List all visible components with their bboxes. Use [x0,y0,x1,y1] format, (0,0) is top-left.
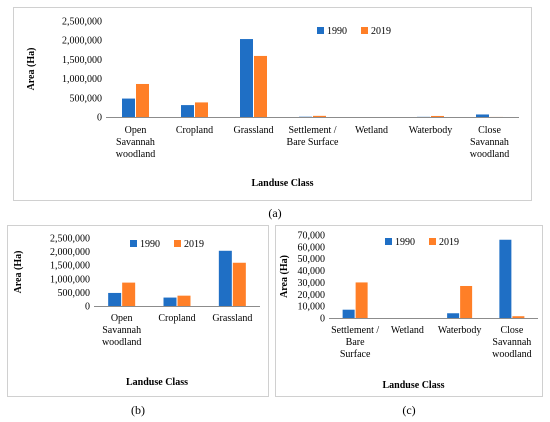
bar-1990-1 [163,297,177,306]
bar-2019-5 [431,115,444,117]
bar-1990-6 [476,114,489,117]
legend-swatch-1990 [385,238,392,245]
x-category-label: Savannah [470,137,509,148]
caption-b: (b) [131,403,145,417]
y-tick-label: 60,000 [298,242,326,253]
bar-2019-0 [122,282,136,306]
bar-1990-0 [122,98,135,117]
x-category-label: Open [125,125,147,136]
x-category-label: Waterbody [409,125,453,136]
chart-panel-b: 0 500,000 1,000,000 1,500,000 2,000,000 2,500… [7,225,269,397]
bar-1990-0 [108,292,122,306]
legend-label-1990: 1990 [327,26,347,37]
x-category-label: Close [500,325,523,336]
bar-1990-2 [447,313,460,318]
y-axis-title: Area (Ha) [279,255,290,298]
bar-1990-0 [342,309,355,318]
bar-1990-2 [218,250,232,306]
y-tick-label: 2,000,000 [50,247,90,258]
y-tick-label: 1,500,000 [62,55,102,66]
legend-label-1990: 1990 [140,239,160,250]
y-axis-title: Area (Ha) [26,48,37,91]
chart-a-svg: 0 500,000 1,000,000 1,500,000 2,000,000 2,500… [26,17,519,189]
x-category-label: Grassland [212,313,252,324]
legend-swatch-1990 [130,240,137,247]
bar-1990-2 [240,39,253,117]
y-tick-label: 2,000,000 [62,36,102,47]
x-category-label: Bare Surface [287,137,339,148]
legend-label-2019: 2019 [439,237,459,248]
legend-swatch-2019 [174,240,181,247]
y-tick-label: 1,500,000 [50,261,90,272]
chart-panel-c: 0 10,000 20,000 30,000 40,000 50,000 60,000 70,… [275,225,543,397]
x-category-label: Settlement / [331,325,379,336]
y-tick-label: 0 [320,314,325,325]
bar-2019-1 [195,102,208,117]
y-tick-label: 10,000 [298,302,326,313]
bar-2019-0 [355,282,368,318]
chart-b-svg: 0 500,000 1,000,000 1,500,000 2,000,000 2,500… [13,234,260,388]
y-tick-label: 70,000 [298,231,326,242]
bar-1990-3 [499,239,512,318]
y-tick-label: 1,000,000 [50,274,90,285]
bar-2019-3 [313,115,326,117]
legend-label-2019: 2019 [184,239,204,250]
y-tick-label: 20,000 [298,290,326,301]
legend-swatch-2019 [429,238,436,245]
y-tick-label: 1,000,000 [62,74,102,85]
x-category-label: Settlement / [288,125,336,136]
y-tick-label: 500,000 [70,93,103,104]
y-tick-label: 0 [85,302,90,313]
x-category-label: woodland [470,149,509,160]
y-tick-label: 40,000 [298,266,326,277]
x-category-label: Surface [340,349,371,360]
x-axis-title: Landuse Class [383,380,445,391]
chart-c-svg: 010,00020,00030,00040,00050,00060,00070,… [279,231,538,391]
y-axis-title: Area (Ha) [13,251,24,294]
bar-2019-2 [254,55,267,117]
x-category-label: Close [478,125,501,136]
y-tick-label: 2,500,000 [62,17,102,28]
chart-panel-a: 0 500,000 1,000,000 1,500,000 2,000,000 2,500… [13,7,532,201]
x-category-label: Grassland [234,125,274,136]
legend-swatch-2019 [361,27,368,34]
bar-2019-1 [177,295,191,306]
y-tick-label: 30,000 [298,278,326,289]
x-category-label: Wetland [355,125,388,136]
bar-2019-3 [512,316,525,318]
legend-label-1990: 1990 [395,237,415,248]
x-category-label: Open [111,313,133,324]
x-category-label: Bare [346,337,365,348]
x-category-label: Savannah [102,325,141,336]
x-category-label: Savannah [116,137,155,148]
caption-c: (c) [402,403,416,417]
x-category-label: woodland [492,349,531,360]
y-tick-label: 500,000 [58,288,91,299]
x-category-label: woodland [116,149,155,160]
y-tick-label: 50,000 [298,254,326,265]
x-category-label: Waterbody [438,325,482,336]
bar-2019-2 [232,262,246,306]
bar-2019-2 [460,285,473,318]
x-axis-title: Landuse Class [252,178,314,189]
bar-2019-0 [136,83,149,117]
y-tick-label: 2,500,000 [50,234,90,245]
x-category-label: Savannah [492,337,531,348]
x-category-label: Wetland [391,325,424,336]
x-axis-title: Landuse Class [126,377,188,388]
legend-swatch-1990 [317,27,324,34]
x-category-label: Cropland [176,125,213,136]
legend-label-2019: 2019 [371,26,391,37]
bar-1990-1 [181,105,194,117]
y-tick-label: 0 [97,113,102,124]
caption-a: (a) [268,206,282,220]
x-category-label: woodland [102,337,141,348]
x-category-label: Cropland [158,313,195,324]
